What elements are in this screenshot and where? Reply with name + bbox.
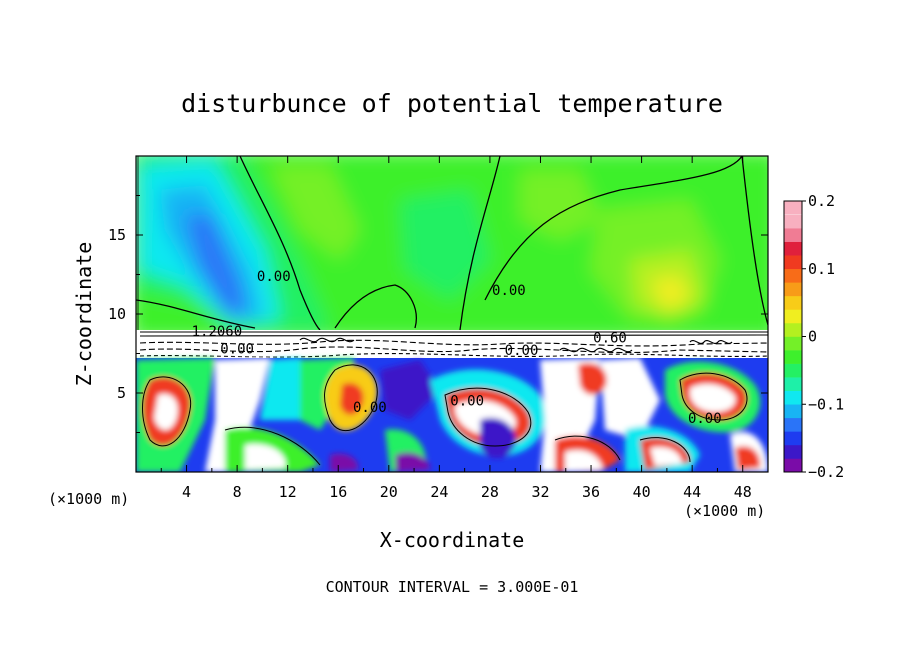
colorbar-tick-label: 0 [808, 328, 817, 346]
contour-lines-lower [142, 364, 748, 466]
x-tick-label: 16 [329, 483, 347, 501]
turbulent-layer [136, 358, 768, 472]
contour-label: 0.00 [450, 394, 484, 410]
colorbar: 0.2 0.1 0 −0.1 −0.2 [783, 192, 844, 481]
colorbar-swatch [784, 417, 802, 432]
colorbar-swatch [784, 377, 802, 391]
colorbar-tick-label: −0.2 [808, 463, 844, 481]
colorbar-swatch [784, 295, 802, 310]
x-unit-left: (×1000 m) [48, 490, 129, 508]
x-tick-label: 32 [531, 483, 549, 501]
colorbar-swatch [784, 268, 802, 283]
colorbar-swatch [784, 309, 802, 324]
x-axis-label: X-coordinate [380, 528, 525, 552]
inversion-layer [136, 330, 768, 358]
x-tick-label: 24 [430, 483, 448, 501]
contour-label: 0.00 [257, 269, 291, 285]
chart-title: disturbunce of potential temperature [181, 89, 723, 118]
x-tick-label: 4 [182, 483, 191, 501]
heatmap-field: 0.00 0.00 0.60 0.00 0.00 0.00 0.00 0.00 1.2060 [136, 156, 768, 472]
x-tick-label: 36 [582, 483, 600, 501]
contour-labels: 0.00 0.00 0.60 0.00 0.00 0.00 0.00 0.00 1.2060 [192, 269, 722, 427]
x-tick-label: 8 [233, 483, 242, 501]
x-axis-ticks: 4 8 12 16 20 24 28 32 36 40 44 48 [160, 156, 752, 501]
colorbar-tick-label: 0.2 [808, 192, 835, 210]
colorbar-swatch [784, 444, 802, 459]
colorbar-swatch [784, 336, 802, 351]
colorbar-swatch [784, 241, 802, 256]
contour-label: 1.2060 [192, 324, 243, 340]
colorbar-swatch [784, 390, 802, 405]
colorbar-swatch [784, 228, 802, 242]
y-axis-label: Z-coordinate [72, 242, 96, 387]
contour-label: 0.00 [353, 400, 387, 416]
y-tick-label: 10 [108, 305, 126, 323]
x-tick-label: 44 [683, 483, 701, 501]
contour-label: 0.00 [688, 411, 722, 427]
x-tick-label: 48 [734, 483, 752, 501]
y-tick-label: 15 [108, 226, 126, 244]
colorbar-swatch [784, 255, 802, 270]
x-tick-label: 12 [279, 483, 297, 501]
x-tick-label: 40 [633, 483, 651, 501]
y-tick-label: 5 [117, 384, 126, 402]
colorbar-swatch [784, 363, 802, 378]
colorbar-swatch [784, 282, 802, 297]
colorbar-swatch [784, 404, 802, 419]
x-tick-label: 28 [481, 483, 499, 501]
colorbar-swatch [784, 458, 802, 473]
contour-label: 0.00 [220, 342, 254, 358]
contour-label: 0.00 [505, 343, 539, 359]
contour-interval-footer: CONTOUR INTERVAL = 3.000E-01 [326, 578, 579, 596]
contour-label: 0.60 [593, 330, 627, 346]
colorbar-swatch-top [784, 201, 802, 215]
x-unit-right: (×1000 m) [684, 502, 765, 520]
colorbar-swatch [784, 350, 802, 364]
x-tick-label: 20 [380, 483, 398, 501]
colorbar-swatch [784, 214, 802, 229]
colorbar-tick-label: 0.1 [808, 260, 835, 278]
contour-label: 0.00 [492, 283, 526, 299]
colorbar-swatch [784, 431, 802, 446]
y-axis-ticks: 5 10 15 [108, 195, 768, 433]
colorbar-swatch [784, 322, 802, 337]
colorbar-tick-label: −0.1 [808, 395, 844, 413]
